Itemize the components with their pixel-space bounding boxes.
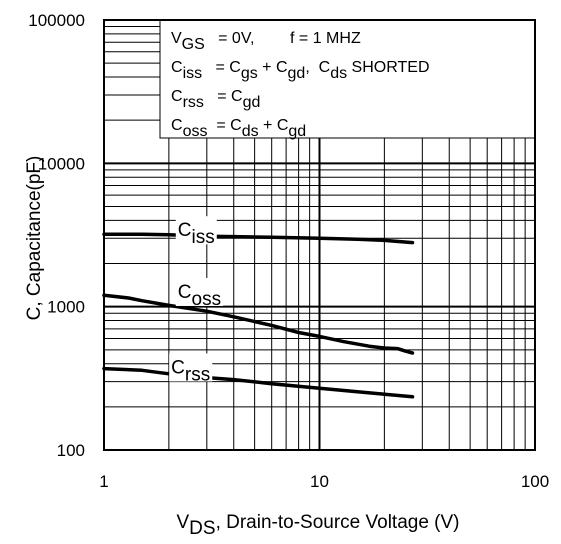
legend-line-ciss: Ciss = Cgs + Cgd, Cds SHORTED (171, 59, 430, 82)
legend-text: = 0V, f = 1 MHZ (205, 30, 361, 47)
tick-labels: 1 10 100 100 1000 10000 100000 (28, 11, 549, 491)
legend-text: iss (183, 65, 203, 82)
plot-border (103, 19, 536, 451)
legend-text: rss (183, 94, 204, 111)
plot-frame (103, 19, 536, 451)
curve-label-main: C (178, 282, 192, 303)
curve-label-coss: Coss (178, 282, 221, 310)
x-axis-label-sub: DS (189, 518, 215, 539)
legend-line-cond: VGS = 0V, f = 1 MHZ (171, 30, 361, 53)
curve-label-main: C (178, 220, 192, 241)
legend-text: oss (183, 123, 208, 140)
legend-text: ds (242, 123, 259, 140)
curve-label-ciss: Ciss (178, 220, 215, 248)
legend-text: gd (288, 123, 306, 140)
x-tick-label: 1 (99, 472, 108, 491)
x-axis-label: VDS, Drain-to-Source Voltage (V) (176, 512, 459, 539)
legend-text: + C (259, 117, 289, 134)
y-tick-label: 10000 (38, 154, 85, 173)
y-tick-label: 100000 (28, 11, 85, 30)
legend-text: C (171, 59, 183, 76)
curve-label-sub: rss (185, 364, 210, 385)
legend-text: = C (204, 88, 243, 105)
curve-label-bg-coss (175, 277, 224, 306)
legend-line-coss: Coss = Cds + Cgd (171, 117, 306, 140)
curve-label-sub: oss (192, 289, 222, 310)
legend-background (159, 19, 536, 139)
series-line-crss (102, 366, 415, 399)
x-axis-label-rest: , Drain-to-Source Voltage (V) (216, 512, 460, 533)
legend-text: SHORTED (347, 59, 429, 76)
x-axis-label-main: V (176, 512, 189, 533)
curve-label-bg-crss (169, 353, 213, 382)
series-line-coss (102, 293, 415, 355)
y-axis-label: C, Capacitance(pF) (24, 156, 45, 321)
legend-text: C (171, 88, 183, 105)
legend-text: gd (288, 65, 306, 82)
curve-label-sub: iss (192, 227, 215, 248)
y-tick-label: 1000 (47, 298, 85, 317)
series-line-ciss (102, 232, 415, 245)
legend-text: C (171, 117, 183, 134)
legend-text: gs (241, 65, 258, 82)
y-tick-label: 100 (57, 441, 85, 460)
curve-label-main: C (171, 357, 185, 378)
legend-text: ds (330, 65, 347, 82)
series-group (102, 232, 415, 399)
curve-label-bg-ciss (175, 216, 217, 245)
x-tick-label: 100 (521, 472, 549, 491)
legend-text: , C (305, 59, 330, 76)
curve-label-crss: Crss (171, 357, 210, 385)
legend-text: + C (258, 59, 288, 76)
legend-line-crss: Crss = Cgd (171, 88, 260, 111)
legend-text: = C (207, 117, 241, 134)
x-tick-label: 10 (310, 472, 329, 491)
legend-text: V (171, 30, 182, 47)
legend-text: GS (182, 36, 205, 53)
legend-text: = C (202, 59, 241, 76)
legend-text: gd (243, 94, 261, 111)
